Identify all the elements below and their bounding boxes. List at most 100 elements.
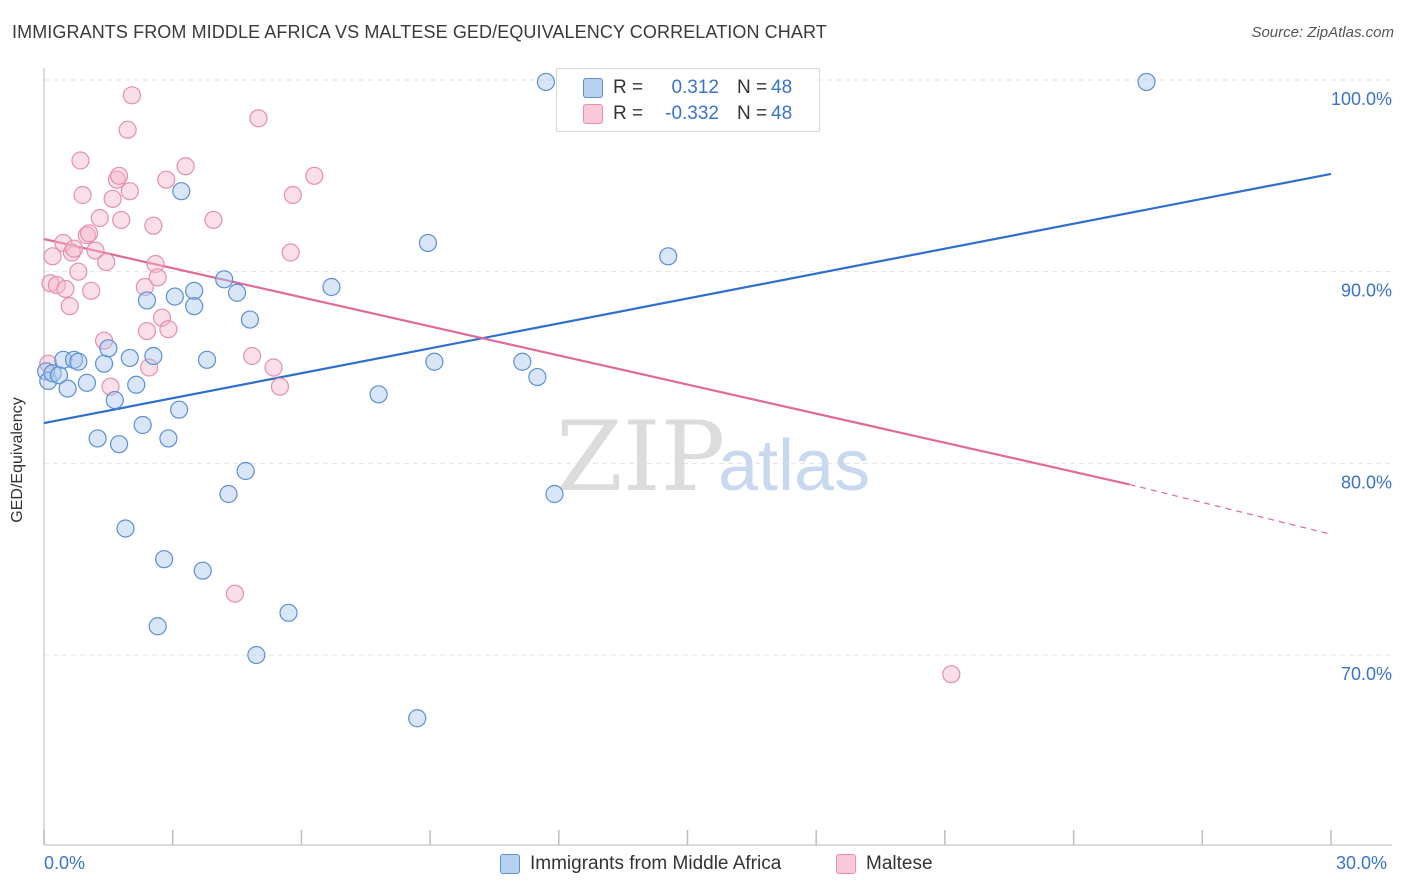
point-middle-africa (185, 281, 204, 300)
point-middle-africa (159, 429, 178, 448)
legend-swatch-blue (583, 78, 603, 98)
point-middle-africa (322, 277, 341, 297)
point-maltese (103, 189, 122, 208)
point-middle-africa (193, 561, 212, 580)
point-maltese (225, 584, 245, 603)
legend-r-value: 0.312 (671, 77, 719, 98)
trend-line-middle-africa (43, 172, 1332, 425)
point-middle-africa (148, 617, 167, 636)
point-middle-africa (94, 354, 114, 373)
point-maltese (157, 170, 176, 189)
point-middle-africa (105, 390, 124, 410)
point-maltese (71, 151, 90, 170)
point-maltese (242, 346, 262, 366)
point-middle-africa (54, 350, 73, 369)
point-middle-africa (528, 367, 547, 387)
point-middle-africa (172, 182, 191, 201)
point-maltese (82, 281, 101, 300)
point-maltese (60, 297, 79, 316)
point-middle-africa (418, 233, 438, 253)
point-middle-africa (144, 346, 163, 366)
point-maltese (64, 239, 84, 258)
legend-n-value: 48 (771, 77, 793, 98)
legend-swatch-pink (583, 104, 603, 124)
point-maltese (264, 358, 283, 377)
series-legend: Immigrants from Middle Africa Maltese (0, 851, 1406, 879)
point-middle-africa (120, 348, 139, 368)
point-maltese (79, 224, 99, 243)
legend-row-blue: R = 0.312 N = 48 (583, 76, 792, 100)
point-middle-africa (88, 429, 107, 448)
trend-line-maltese (43, 238, 1130, 486)
legend-n-label: N = (737, 77, 768, 98)
point-middle-africa (127, 375, 146, 394)
point-middle-africa (369, 385, 388, 404)
point-middle-africa (133, 415, 152, 435)
point-maltese (43, 247, 62, 266)
legend-swatch-pink (836, 854, 856, 874)
point-maltese (101, 377, 120, 396)
stats-legend: R = 0.312 N = 48 R = -0.332 N = 48 (556, 68, 820, 132)
y-tick-label: 100.0% (1331, 89, 1392, 109)
point-middle-africa (227, 283, 247, 302)
watermark-atlas: atlas (718, 426, 870, 506)
x-tick-label-min: 0.0% (44, 853, 86, 873)
point-maltese (56, 279, 75, 299)
point-maltese (73, 185, 92, 205)
chart-title: IMMIGRANTS FROM MIDDLE AFRICA VS MALTESE… (12, 22, 827, 42)
point-middle-africa (77, 373, 97, 392)
point-middle-africa (240, 310, 260, 329)
point-middle-africa (545, 484, 564, 504)
x-tick-label-max: 30.0% (1336, 853, 1388, 873)
point-maltese (97, 252, 116, 272)
point-maltese (122, 86, 142, 105)
point-middle-africa (279, 603, 298, 622)
point-middle-africa (536, 72, 556, 92)
point-maltese (283, 185, 302, 205)
y-tick-label: 70.0% (1341, 664, 1392, 684)
y-tick-labels: 70.0% 80.0% 90.0% 100.0% (1331, 89, 1392, 684)
point-middle-africa (170, 400, 189, 419)
point-maltese (146, 254, 165, 274)
legend-r-value: -0.332 (665, 103, 719, 124)
point-maltese (109, 166, 129, 185)
point-middle-africa (219, 484, 238, 504)
point-maltese (152, 308, 172, 327)
point-middle-africa (43, 364, 62, 383)
point-middle-africa (1137, 72, 1156, 92)
gridlines (44, 79, 1392, 656)
point-maltese (140, 358, 159, 377)
point-maltese (112, 210, 131, 230)
point-maltese (159, 320, 178, 339)
point-middle-africa (185, 297, 204, 316)
point-middle-africa (116, 519, 135, 538)
point-maltese (86, 241, 105, 260)
point-maltese (144, 216, 163, 235)
point-middle-africa (425, 352, 444, 371)
point-maltese (204, 210, 223, 230)
watermark: ZIP atlas (556, 401, 870, 513)
point-maltese (120, 182, 139, 201)
point-maltese (249, 109, 268, 128)
point-middle-africa (408, 709, 427, 728)
point-middle-africa (165, 287, 184, 306)
data-points (37, 70, 1156, 728)
point-middle-africa (109, 435, 129, 454)
legend-label: Immigrants from Middle Africa (530, 853, 782, 874)
legend-n-label: N = (737, 103, 768, 124)
legend-swatch-blue (500, 854, 520, 874)
source-label: Source: ZipAtlas.com (1251, 24, 1394, 41)
watermark-zip: ZIP (556, 401, 725, 513)
point-middle-africa (659, 247, 678, 266)
point-maltese (270, 377, 290, 396)
legend-item-middle-africa: Immigrants from Middle Africa (500, 853, 781, 875)
legend-row-pink: R = -0.332 N = 48 (583, 102, 792, 126)
y-axis-label: GED/Equivalency (9, 397, 26, 523)
point-middle-africa (247, 645, 266, 665)
point-maltese (176, 157, 195, 176)
point-maltese (137, 321, 157, 341)
trend-lines (43, 172, 1332, 535)
legend-item-maltese: Maltese (836, 853, 933, 875)
point-maltese (47, 275, 66, 295)
